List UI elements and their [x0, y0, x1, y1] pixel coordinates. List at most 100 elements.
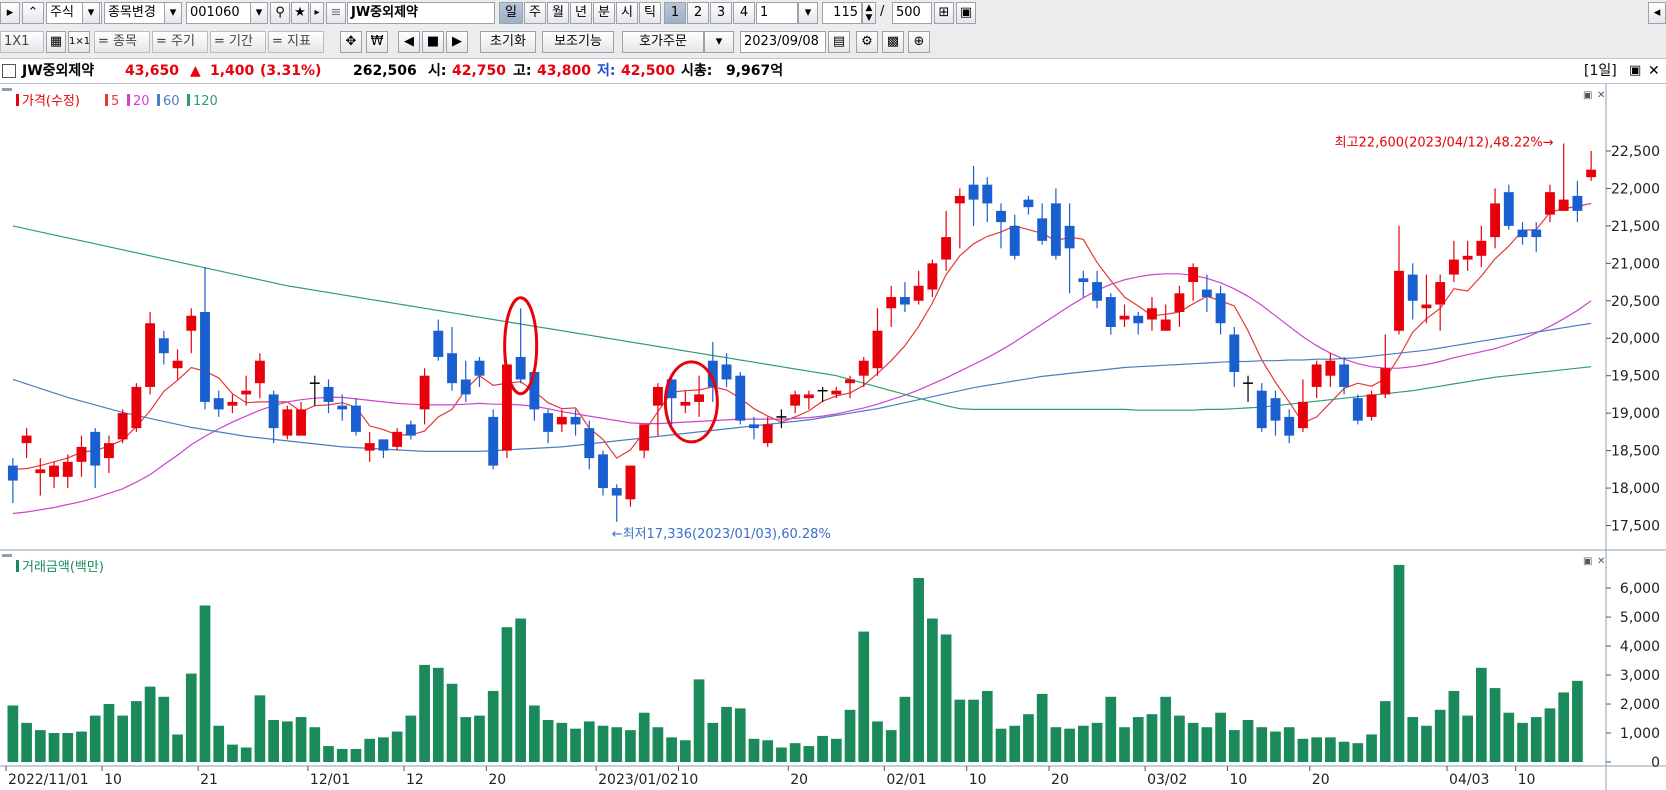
count-spinner-icon[interactable]: ▲ ▼	[862, 2, 876, 24]
panel-close-icon: ✕	[1597, 556, 1605, 567]
move-icon[interactable]: ✥	[340, 31, 362, 53]
candle	[968, 165, 979, 226]
candle	[1064, 203, 1075, 294]
candle-body	[1284, 416, 1295, 436]
grid-icon[interactable]: ▦	[46, 31, 66, 53]
unit-1-button[interactable]: 1	[664, 2, 686, 24]
won-icon[interactable]: ₩	[366, 31, 388, 53]
add-chart-icon[interactable]: ⊞	[934, 2, 954, 24]
market-dropdown-icon[interactable]: ▾	[82, 2, 100, 24]
xtick-label: 20	[790, 772, 808, 788]
candle	[1160, 304, 1171, 331]
candle	[1256, 383, 1267, 432]
price-ytick-label: 21,500	[1611, 219, 1660, 235]
candle-body	[845, 379, 855, 384]
date-input[interactable]: 2023/09/08	[740, 31, 826, 53]
zoom-icon[interactable]: ⊕	[908, 31, 930, 53]
star-icon[interactable]: ★	[291, 2, 309, 24]
order-button[interactable]: 호가주문	[622, 31, 704, 53]
search-icon[interactable]: ⚲	[270, 2, 290, 24]
xtick-label: 20	[1051, 772, 1069, 788]
volume-bar	[419, 664, 430, 762]
one-by-one-icon[interactable]: 1×1	[68, 31, 90, 53]
volume-bar	[76, 731, 87, 762]
candle-body	[872, 330, 883, 369]
period-week[interactable]: 주	[524, 2, 546, 24]
price-ytick-label: 19,500	[1611, 369, 1660, 385]
order-dropdown-icon[interactable]: ▾	[704, 31, 734, 53]
candle	[296, 401, 307, 436]
unit-4-button[interactable]: 4	[733, 2, 755, 24]
candle	[474, 356, 485, 387]
candle	[419, 368, 430, 425]
candle-body	[598, 454, 608, 489]
candle	[1490, 188, 1501, 249]
period-day[interactable]: 일	[499, 2, 523, 24]
period-hour[interactable]: 시	[616, 2, 638, 24]
candle-body	[1503, 192, 1514, 226]
next-icon[interactable]: ▶	[446, 31, 468, 53]
close-icon[interactable]: ✕	[1648, 63, 1660, 79]
candle-body	[927, 263, 938, 290]
candle-body	[652, 386, 663, 406]
volume-bar	[927, 618, 938, 762]
period-month[interactable]: 월	[547, 2, 569, 24]
period-button[interactable]: = 주기	[152, 31, 208, 53]
count-input[interactable]: 115	[822, 2, 862, 24]
volume-bar	[817, 735, 828, 762]
candle-body	[803, 394, 814, 399]
stock-code-dropdown-icon[interactable]: ▾	[250, 2, 268, 24]
xtick-label: 12/01	[310, 772, 350, 788]
save-icon[interactable]: ▣	[956, 2, 976, 24]
scroll-arrow-icon[interactable]: ▸	[310, 2, 324, 24]
unit-dropdown-icon[interactable]: ▾	[798, 2, 818, 24]
change-stock-select[interactable]: 종목변경	[104, 2, 182, 24]
volume-bar	[981, 690, 993, 762]
candle	[1339, 356, 1350, 395]
reset-button[interactable]: 초기화	[480, 31, 536, 53]
chevron-up-icon[interactable]: ⌃	[22, 2, 44, 24]
volume-bar	[309, 727, 321, 762]
volume-bar	[172, 734, 183, 762]
candle-body	[1256, 390, 1267, 429]
unit-3-button[interactable]: 3	[710, 2, 732, 24]
unit-value-input[interactable]: 1	[756, 2, 798, 24]
period-minute[interactable]: 분	[593, 2, 615, 24]
change-stock-dropdown-icon[interactable]: ▾	[164, 2, 182, 24]
period-tick[interactable]: 틱	[639, 2, 661, 24]
period-year[interactable]: 년	[570, 2, 592, 24]
volume-bar	[131, 701, 142, 762]
volume-bar	[199, 605, 211, 762]
chart-checkbox[interactable]	[2, 64, 16, 78]
volume-bar	[158, 696, 170, 762]
legend-ma-swatch	[187, 94, 190, 106]
layout-button[interactable]: 1X1	[0, 31, 44, 53]
candle	[1380, 334, 1391, 399]
volume-bar	[474, 715, 485, 762]
collapse-panel-icon[interactable]: ◂	[1648, 2, 1666, 24]
candle-body	[749, 424, 759, 429]
candle	[1503, 184, 1514, 230]
candle-body	[433, 330, 444, 357]
stop-icon[interactable]: ■	[422, 31, 444, 53]
calendar-icon[interactable]: ▤	[828, 31, 850, 53]
total-count-input[interactable]: 500	[892, 2, 932, 24]
unit-2-button[interactable]: 2	[687, 2, 709, 24]
data-table-icon[interactable]: ▩	[882, 31, 904, 53]
maximize-icon[interactable]: ▣	[1629, 63, 1642, 78]
item-button[interactable]: = 종목	[94, 31, 150, 53]
aux-function-button[interactable]: 보조기능	[542, 31, 614, 53]
candle	[433, 319, 444, 361]
stock-code-input[interactable]: 001060	[186, 2, 268, 24]
volume-bar	[350, 748, 362, 762]
prev-icon[interactable]: ◀	[398, 31, 420, 53]
candle-body	[21, 435, 32, 444]
settings-gear-icon[interactable]: ⚙	[856, 31, 878, 53]
candle	[405, 420, 416, 440]
indicator-button[interactable]: = 지표	[268, 31, 324, 53]
panel-toggle-icon[interactable]: ▸	[0, 2, 20, 24]
volume-bar	[1338, 741, 1350, 762]
range-button[interactable]: = 기간	[210, 31, 266, 53]
news-icon[interactable]: ≡	[326, 2, 346, 24]
volume-ytick-label: 2,000	[1620, 697, 1660, 713]
